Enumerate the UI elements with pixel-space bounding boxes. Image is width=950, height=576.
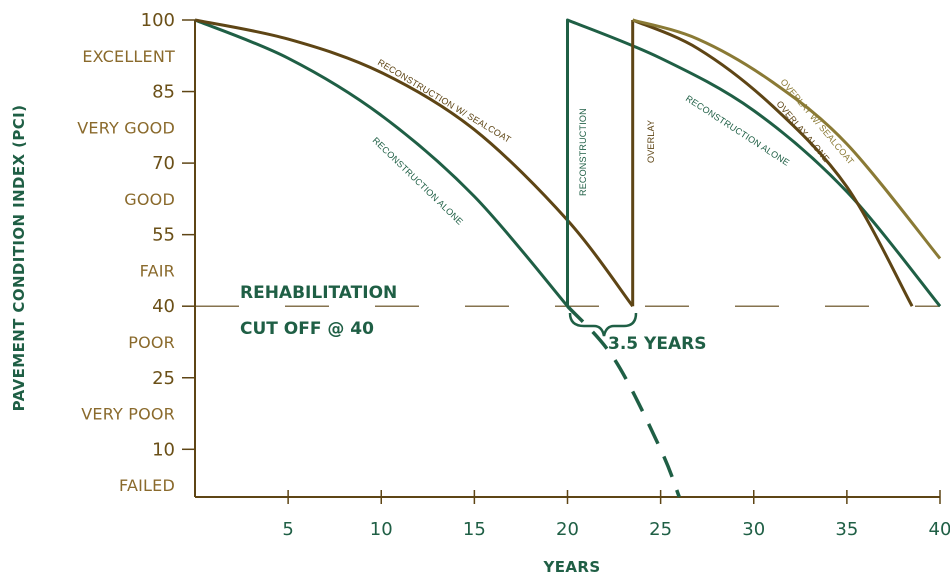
chart-marks: 100 85 70 55 40 25 10 EXCELLENT VERY GOOD GOOD FAI…	[77, 10, 950, 540]
y-axis-title: PAVEMENT CONDITION INDEX (PCI)	[10, 105, 28, 412]
interval-brace	[568, 312, 638, 337]
label-reconstruction: RECONSTRUCTION	[578, 108, 588, 196]
label-reconstruction-alone-1: RECONSTRUCTION ALONE	[371, 135, 465, 227]
cutoff-label-line2: CUT OFF @ 40	[240, 319, 374, 339]
condition-label-2: GOOD	[124, 190, 175, 209]
cutoff-label-line1: REHABILITATION	[240, 283, 397, 303]
x-tick-label-0: 5	[282, 519, 293, 540]
series-line-5-overlay-w-sealcoat	[632, 18, 942, 260]
y-tick-label-4: 40	[152, 296, 175, 317]
series-line-1-reconstruction-w-sealcoat	[194, 18, 634, 308]
x-tick-label-7: 40	[929, 519, 950, 540]
x-tick-label-4: 25	[649, 519, 672, 540]
condition-label-5: VERY POOR	[81, 405, 175, 424]
y-tick-label-1: 85	[152, 82, 175, 103]
x-tick-label-6: 35	[835, 519, 858, 540]
y-tick-label-0: 100	[141, 10, 175, 31]
label-reconstruction-sealcoat: RECONSTRUCTION W/ SEALCOAT	[376, 57, 513, 145]
series-line-0-reconstruction-alone	[194, 18, 569, 308]
condition-label-3: FAIR	[140, 261, 175, 280]
series-line-4-overlay-alone	[632, 18, 914, 307]
x-axis-title: YEARS	[542, 558, 600, 576]
series-line-6-projected-failure	[566, 305, 681, 498]
condition-label-0: EXCELLENT	[82, 47, 175, 66]
label-overlay: OVERLAY	[646, 120, 656, 163]
series-line-2-reconstruction	[566, 18, 942, 308]
x-tick-label-2: 15	[463, 519, 486, 540]
x-tick-label-1: 10	[370, 519, 393, 540]
y-tick-label-5: 25	[152, 368, 175, 389]
x-tick-label-5: 30	[742, 519, 765, 540]
condition-label-6: FAILED	[119, 476, 175, 495]
y-tick-label-6: 10	[152, 439, 175, 460]
x-tick-label-3: 20	[556, 519, 579, 540]
y-tick-label-3: 55	[152, 225, 175, 246]
interval-label: 3.5 YEARS	[608, 334, 706, 354]
y-tick-label-2: 70	[152, 153, 175, 174]
condition-label-4: POOR	[128, 333, 175, 352]
condition-label-1: VERY GOOD	[77, 118, 175, 137]
